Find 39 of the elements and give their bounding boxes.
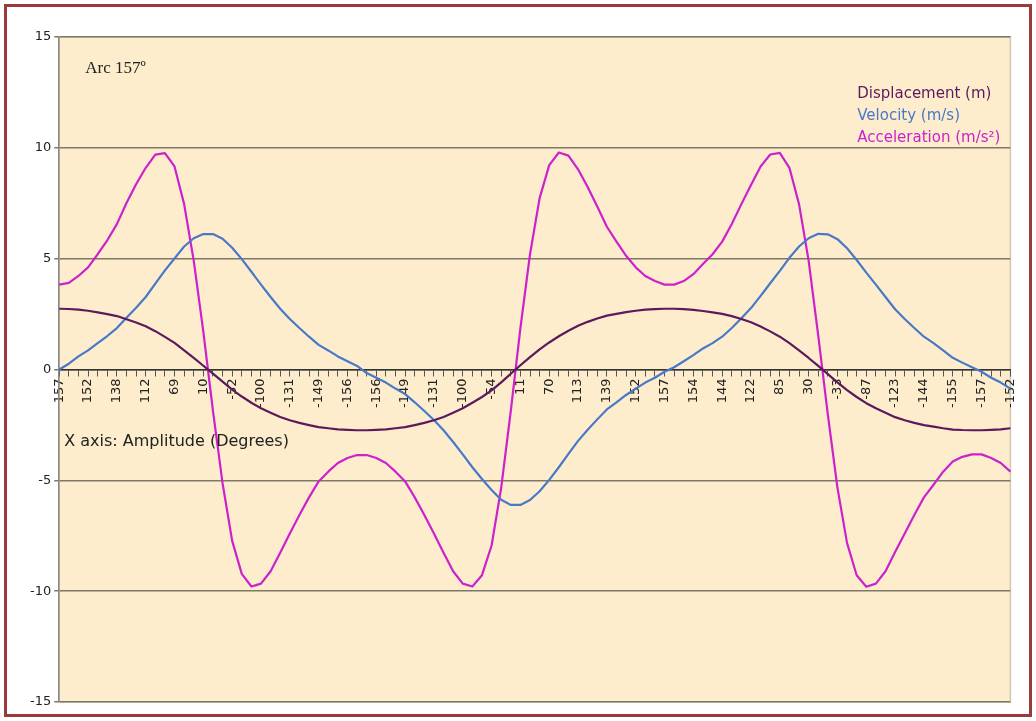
x-tick-label: -144 (915, 378, 931, 409)
x-tick-label: -100 (252, 378, 268, 409)
text: Velocity (m/s) (857, 105, 961, 124)
x-tick-label: -156 (338, 378, 354, 409)
x-tick-label: 69 (165, 378, 181, 396)
x-tick-label: 30 (800, 378, 816, 396)
text: Displacement (m) (857, 83, 992, 102)
y-tick-label: 5 (42, 250, 52, 266)
x-tick-label: -152 (1001, 378, 1017, 409)
x-tick-label: -87 (857, 378, 873, 400)
x-tick-label: 85 (771, 378, 787, 396)
y-tick-label: -15 (30, 693, 52, 709)
y-tick-label: -10 (30, 582, 52, 598)
x-tick-label: -131 (425, 378, 441, 409)
x-tick-label: 122 (742, 378, 758, 404)
annotation: Arc 157º (85, 58, 146, 78)
x-tick-label: 70 (540, 378, 556, 396)
x-tick-label: -149 (310, 378, 326, 409)
x-tick-label: 144 (713, 378, 729, 404)
x-tick-label: 157 (655, 378, 671, 404)
x-tick-label: -123 (886, 378, 902, 409)
x-tick-label: 112 (137, 378, 153, 404)
x-tick-label: 113 (569, 378, 585, 404)
y-tick-label: 0 (42, 360, 52, 376)
x-tick-label: 139 (598, 378, 614, 404)
y-tick-label: 10 (34, 139, 52, 155)
x-tick-label: -131 (281, 378, 297, 409)
x-tick-label: -155 (944, 378, 960, 409)
y-tick-label: -5 (38, 471, 52, 487)
x-tick-label: -100 (454, 378, 470, 409)
x-tick-label: 10 (194, 378, 210, 396)
x-tick-label: 11 (511, 378, 527, 396)
x-tick-label: 138 (108, 378, 124, 404)
x-tick-label: -156 (367, 378, 383, 409)
y-tick-label: 15 (34, 28, 52, 44)
x-tick-label: -157 (972, 378, 988, 409)
x-tick-label: 154 (684, 378, 700, 404)
x-tick-label: 152 (79, 378, 95, 404)
text: Acceleration (m/s²) (857, 127, 1001, 146)
